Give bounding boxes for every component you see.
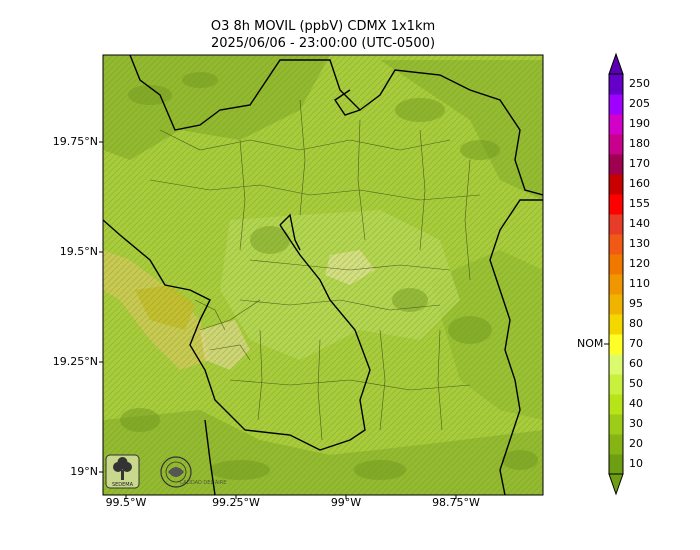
y-tick-label: 19.25°N [52,355,98,368]
colorbar-tick-label: 155 [629,197,650,210]
map-title-line2: 2025/06/06 - 23:00:00 (UTC-0500) [210,36,436,51]
colorbar-swatch [609,194,623,215]
colorbar-tick-label: 190 [629,117,650,130]
x-tick-label: 98.75°W [432,496,480,509]
axis-ticks [99,141,457,499]
colorbar-swatch [609,114,623,135]
state-boundaries [103,55,543,495]
colorbar-tick-label: 40 [629,397,643,410]
colorbar-tick-label: 160 [629,177,650,190]
x-tick-label: 99°W [330,496,362,509]
map-frame [102,54,544,496]
x-tick-label: 99.25°W [212,496,260,509]
colorbar-tick-label: 130 [629,237,650,250]
colorbar-tick-label: 70 [629,337,643,350]
colorbar-tick-label: 205 [629,97,650,110]
colorbar-swatch [609,174,623,195]
y-tick-label: 19.75°N [52,135,98,148]
colorbar-over-arrow [608,52,624,75]
terrain-texture [103,55,543,495]
colorbar [604,52,624,496]
svg-text:SEDEMA: SEDEMA [112,482,134,488]
colorbar-swatch [609,334,623,355]
colorbar-tick-label: 60 [629,357,643,370]
colorbar-swatch [609,214,623,235]
colorbar-swatch [609,74,623,95]
colorbar-tick-label: 30 [629,417,643,430]
colorbar-tick-label: 140 [629,217,650,230]
y-tick-label: 19.5°N [59,245,98,258]
colorbar-swatch [609,414,623,435]
colorbar-swatch [609,374,623,395]
nom-label: NOM [577,337,604,350]
colorbar-tick-label: 80 [629,317,643,330]
colorbar-swatch [609,154,623,175]
colorbar-tick-label: 180 [629,137,650,150]
colorbar-tick-label: 95 [629,297,643,310]
colorbar-swatch [609,94,623,115]
map-panel[interactable]: SEDEMA CALIDAD DEL AIRE [103,55,543,495]
colorbar-tick-label: 170 [629,157,650,170]
colorbar-swatch [609,434,623,455]
colorbar-frame [608,73,624,475]
colorbar-tick-label: 10 [629,457,643,470]
colorbar-tick-label: 20 [629,437,643,450]
colorbar-tick-label: 50 [629,377,643,390]
colorbar-swatch [609,294,623,315]
colorbar-swatch [609,394,623,415]
colorbar-swatch [609,274,623,295]
svg-text:CALIDAD DEL AIRE: CALIDAD DEL AIRE [180,480,227,486]
colorbar-swatch [609,134,623,155]
calidad-aire-logo: CALIDAD DEL AIRE [160,456,227,488]
colorbar-tick-label: 120 [629,257,650,270]
x-tick-label: 99.5°W [105,496,147,509]
colorbar-tick-label: 250 [629,77,650,90]
colorbar-swatch [609,454,623,475]
colorbar-swatch [609,314,623,335]
colorbar-under-arrow [608,473,624,496]
relief-speckles [120,72,538,480]
y-tick-label: 19°N [70,465,98,478]
map-title-line1: O3 8h MOVIL (ppbV) CDMX 1x1km [210,19,436,34]
sedema-logo: SEDEMA [105,454,140,489]
colorbar-tick-label: 110 [629,277,650,290]
colorbar-swatch [609,234,623,255]
colorbar-swatch [609,354,623,375]
colorbar-swatch [609,254,623,275]
municipal-boundaries [149,99,481,441]
